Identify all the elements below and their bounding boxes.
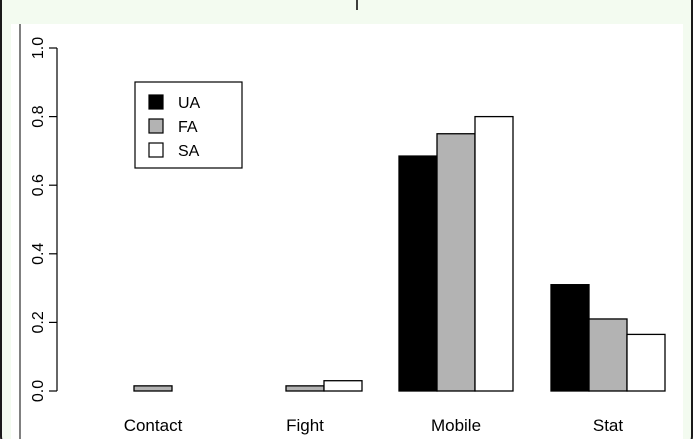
bar-sa-stat — [626, 333, 666, 392]
x-axis-labels: Contact Fight Mobile Stat — [124, 416, 624, 435]
legend: UA FA SA — [134, 81, 243, 169]
y-tick-label: 0.2 — [30, 311, 47, 333]
bar-ua-stat — [550, 284, 590, 392]
y-tick-label: 0.6 — [30, 174, 47, 196]
y-tick-label: 1.0 — [30, 37, 47, 59]
bar-fa-mobile — [436, 133, 476, 392]
x-tick-label: Contact — [124, 416, 183, 435]
bar-sa-mobile — [474, 115, 514, 392]
x-tick-label: Stat — [593, 416, 624, 435]
bar-sa-fight — [323, 380, 363, 392]
y-tick-label: 0.4 — [30, 243, 47, 265]
y-axis: 0.0 0.2 0.4 0.6 0.8 1.0 — [30, 37, 58, 402]
x-tick-label: Fight — [286, 416, 324, 435]
bars-group — [133, 115, 666, 392]
legend-swatch-ua — [148, 94, 164, 110]
legend-label-ua: UA — [178, 95, 201, 112]
x-tick-label: Mobile — [431, 416, 481, 435]
y-tick-label: 0.8 — [30, 105, 47, 127]
legend-label-sa: SA — [178, 143, 200, 160]
legend-swatch-sa — [148, 142, 164, 158]
y-tick-label: 0.0 — [30, 380, 47, 402]
legend-label-fa: FA — [178, 119, 198, 136]
bar-fa-stat — [588, 318, 628, 392]
legend-swatch-fa — [148, 118, 164, 134]
bar-ua-mobile — [398, 155, 438, 392]
bar-fa-contact — [133, 385, 173, 392]
bar-fa-fight — [285, 385, 325, 392]
